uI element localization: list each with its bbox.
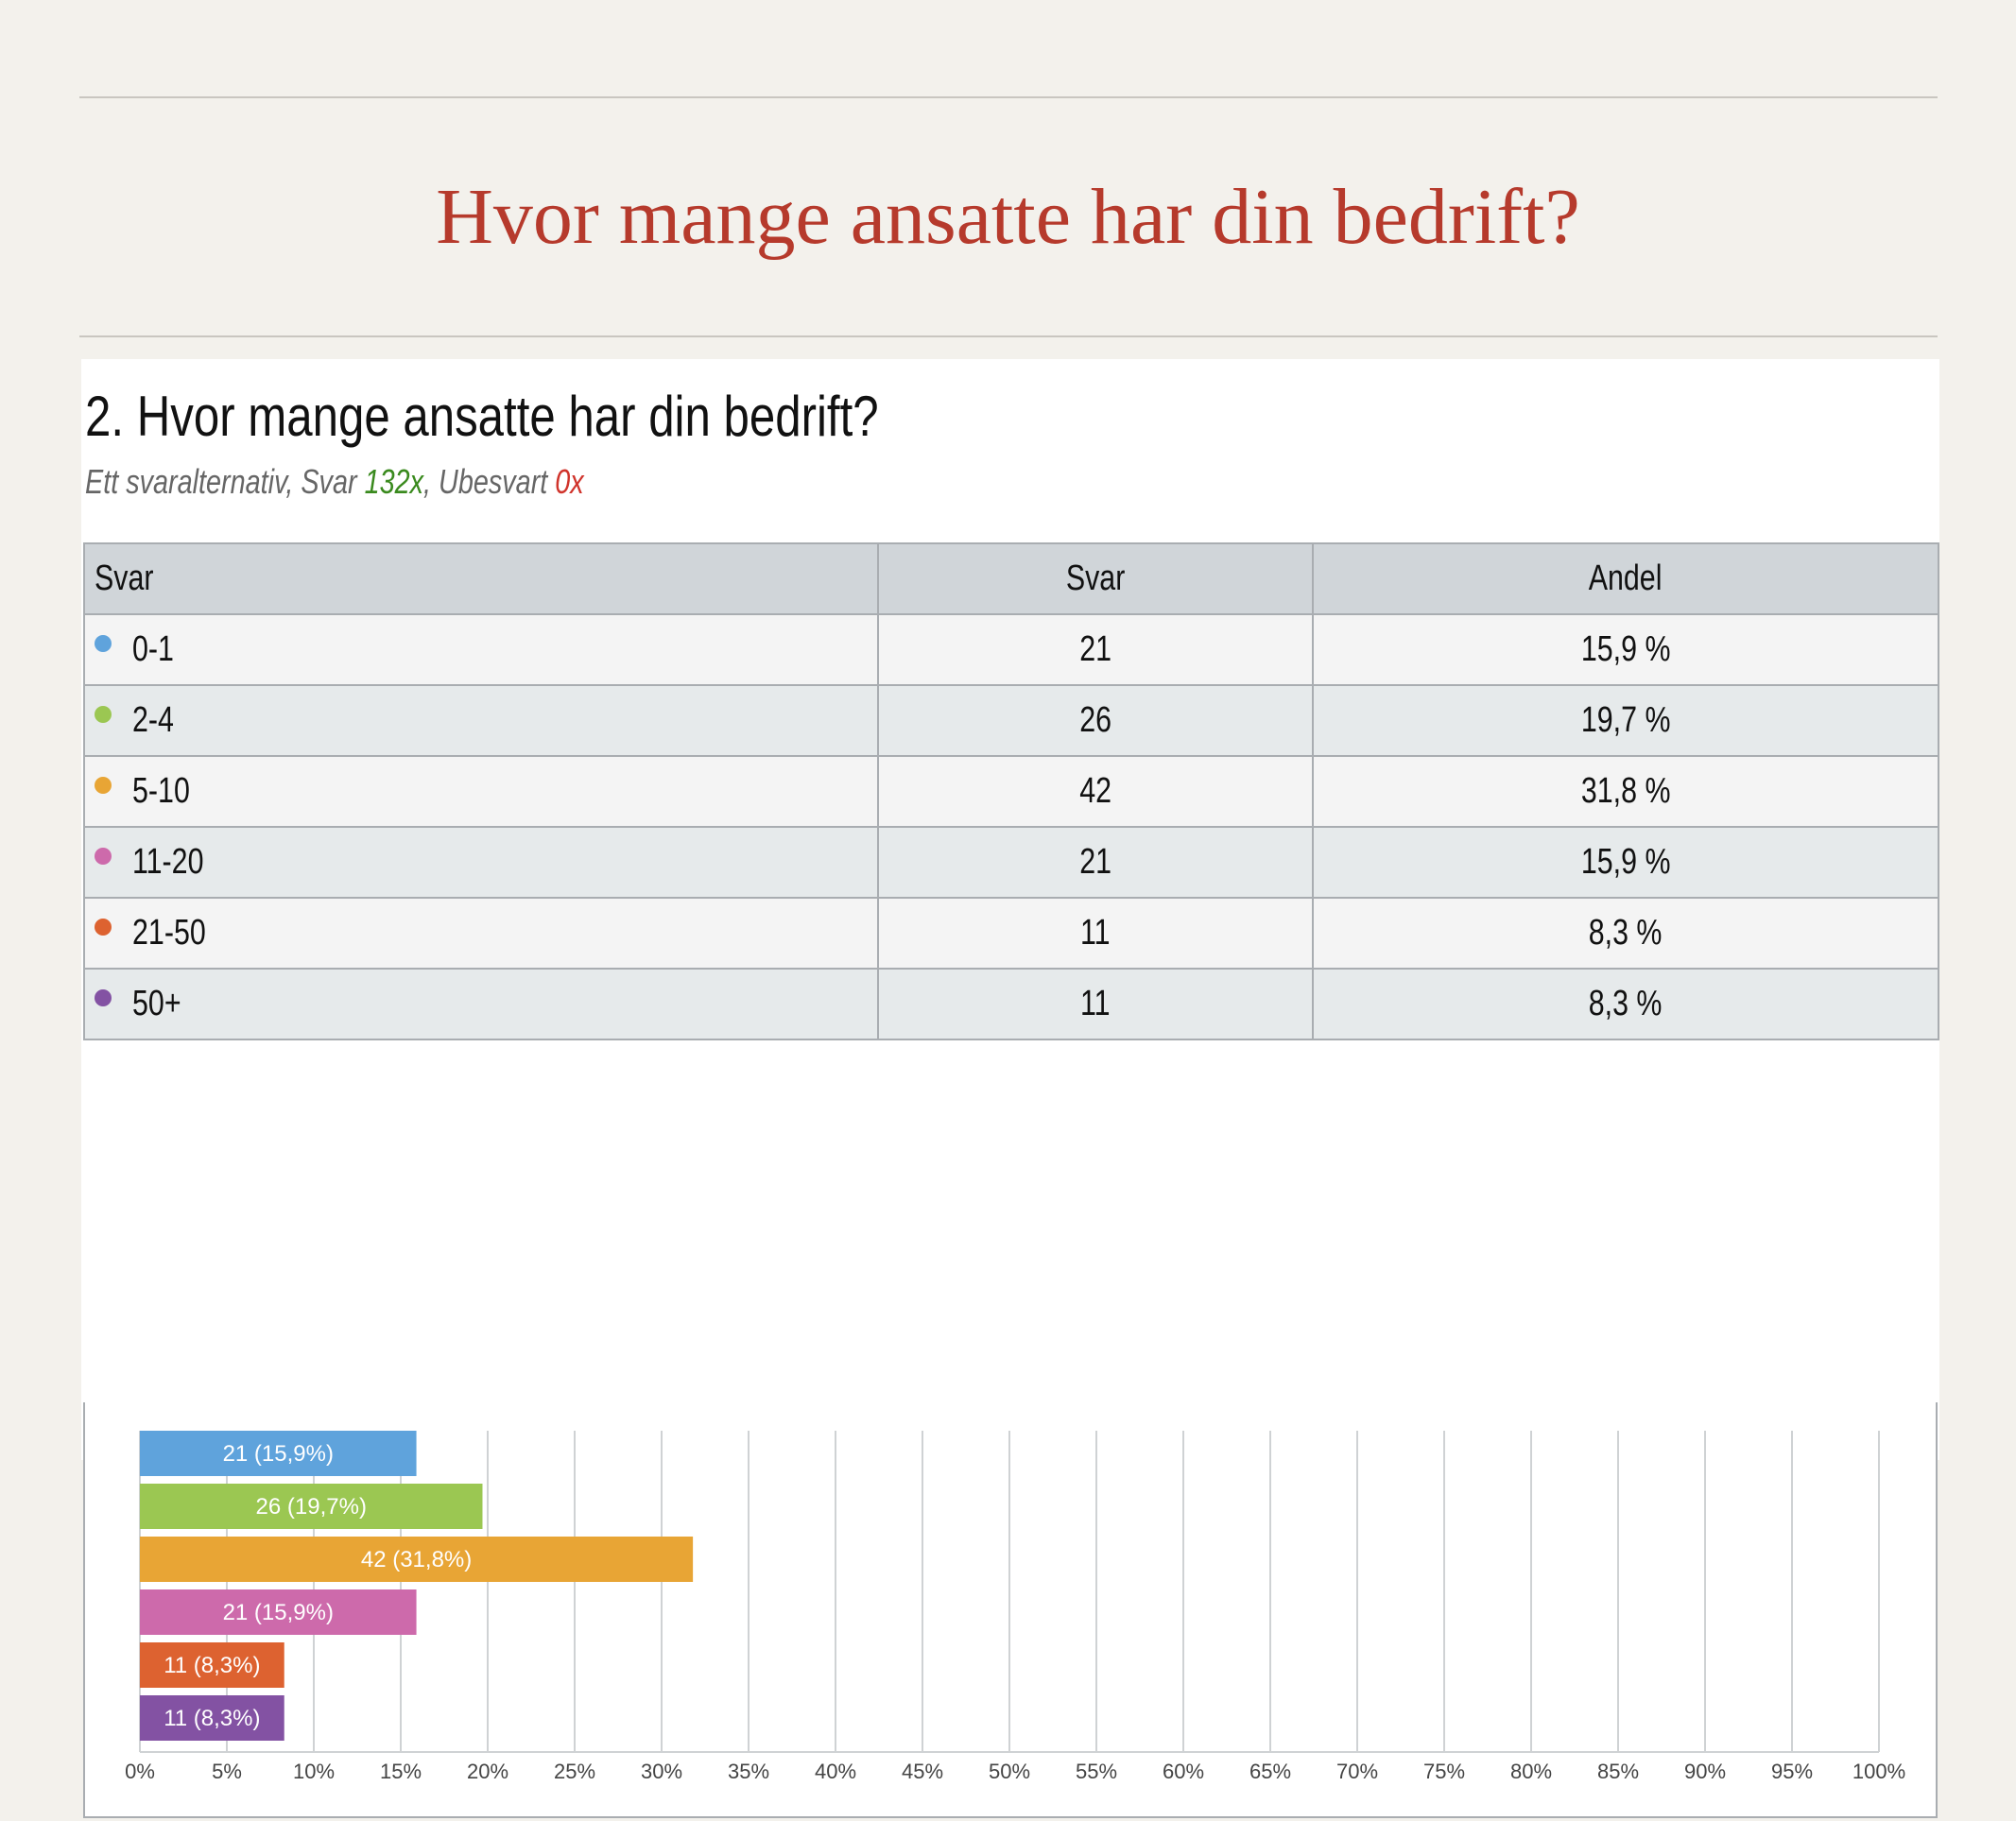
x-tick-label: 5% [212, 1760, 242, 1783]
count-cell: 26 [877, 684, 1314, 757]
header-answer: Svar [83, 542, 879, 615]
count-cell: 21 [877, 826, 1314, 899]
table-row: 21-50 11 8,3 % [83, 897, 1939, 970]
table-row: 5-10 42 31,8 % [83, 755, 1939, 828]
x-tick-label: 70% [1336, 1760, 1378, 1783]
share-cell: 19,7 % [1312, 684, 1939, 757]
legend-dot-icon [95, 634, 112, 652]
x-tick-label: 45% [902, 1760, 943, 1783]
x-tick-label: 40% [815, 1760, 856, 1783]
x-tick-label: 65% [1249, 1760, 1291, 1783]
bar-data-label: 21 (15,9%) [223, 1441, 334, 1467]
x-tick-label: 15% [380, 1760, 422, 1783]
share-cell: 8,3 % [1312, 897, 1939, 970]
share-cell: 15,9 % [1312, 613, 1939, 686]
x-tick-label: 30% [641, 1760, 682, 1783]
x-tick-label: 55% [1076, 1760, 1117, 1783]
table-row: 11-20 21 15,9 % [83, 826, 1939, 899]
question-subtitle: Ett svaralternativ, Svar 132x, Ubesvart … [85, 461, 584, 503]
x-tick-label: 90% [1684, 1760, 1726, 1783]
header-share: Andel [1312, 542, 1939, 615]
subtitle-prefix: Ett svaralternativ, Svar [85, 462, 365, 501]
legend-dot-icon [95, 847, 112, 865]
bar-0-1 [140, 1431, 417, 1476]
bar-data-label: 42 (31,8%) [361, 1547, 472, 1572]
answer-cell: 11-20 [83, 826, 879, 899]
header-count: Svar [877, 542, 1314, 615]
answer-cell: 2-4 [83, 684, 879, 757]
x-tick-label: 35% [728, 1760, 769, 1783]
answer-cell: 5-10 [83, 755, 879, 828]
count-cell: 42 [877, 755, 1314, 828]
top-rule [79, 96, 1938, 98]
survey-panel: 2. Hvor mange ansatte har din bedrift? E… [81, 359, 1939, 1818]
x-tick-label: 60% [1163, 1760, 1204, 1783]
answer-cell: 21-50 [83, 897, 879, 970]
table-row: 2-4 26 19,7 % [83, 684, 1939, 757]
legend-dot-icon [95, 988, 112, 1006]
count-cell: 21 [877, 613, 1314, 686]
unanswered-count: 0x [555, 462, 584, 501]
legend-dot-icon [95, 705, 112, 723]
table-header-row: Svar Svar Andel [83, 542, 1939, 615]
bar-data-label: 21 (15,9%) [223, 1600, 334, 1625]
x-tick-label: 75% [1423, 1760, 1465, 1783]
x-tick-label: 100% [1852, 1760, 1905, 1783]
share-cell: 15,9 % [1312, 826, 1939, 899]
answered-count: 132x [364, 462, 424, 501]
count-cell: 11 [877, 968, 1314, 1040]
title-rule [79, 335, 1938, 337]
share-cell: 31,8 % [1312, 755, 1939, 828]
subtitle-mid: , Ubesvart [423, 462, 556, 501]
question-title: 2. Hvor mange ansatte har din bedrift? [85, 385, 879, 448]
x-tick-label: 0% [125, 1760, 155, 1783]
x-tick-label: 25% [554, 1760, 595, 1783]
bar-data-label: 11 (8,3%) [164, 1653, 260, 1678]
slide-title: Hvor mange ansatte har din bedrift? [436, 173, 1580, 261]
x-tick-label: 80% [1510, 1760, 1552, 1783]
table-row: 0-1 21 15,9 % [83, 613, 1939, 686]
table-row: 50+ 11 8,3 % [83, 968, 1939, 1040]
count-cell: 11 [877, 897, 1314, 970]
bar-chart-container: 0% 5% 10% 15% 20% 25% 30% 35% 40% 45% 50% 55% 60% 65%… [83, 1402, 1938, 1818]
x-tick-label: 95% [1771, 1760, 1813, 1783]
answer-cell: 50+ [83, 968, 879, 1040]
legend-dot-icon [95, 918, 112, 936]
results-table: Svar Svar Andel 0-1 21 15,9 % 2-4 26 19,… [83, 542, 1939, 1040]
bar-chart: 0% 5% 10% 15% 20% 25% 30% 35% 40% 45% 50% 55% 60% 65%… [125, 1431, 1905, 1783]
bar-data-label: 11 (8,3%) [164, 1706, 260, 1731]
legend-dot-icon [95, 776, 112, 794]
bar-data-label: 26 (19,7%) [256, 1494, 367, 1520]
x-tick-label: 85% [1597, 1760, 1639, 1783]
answer-cell: 0-1 [83, 613, 879, 686]
x-tick-label: 50% [989, 1760, 1030, 1783]
x-tick-label: 10% [293, 1760, 335, 1783]
x-tick-label: 20% [467, 1760, 508, 1783]
share-cell: 8,3 % [1312, 968, 1939, 1040]
